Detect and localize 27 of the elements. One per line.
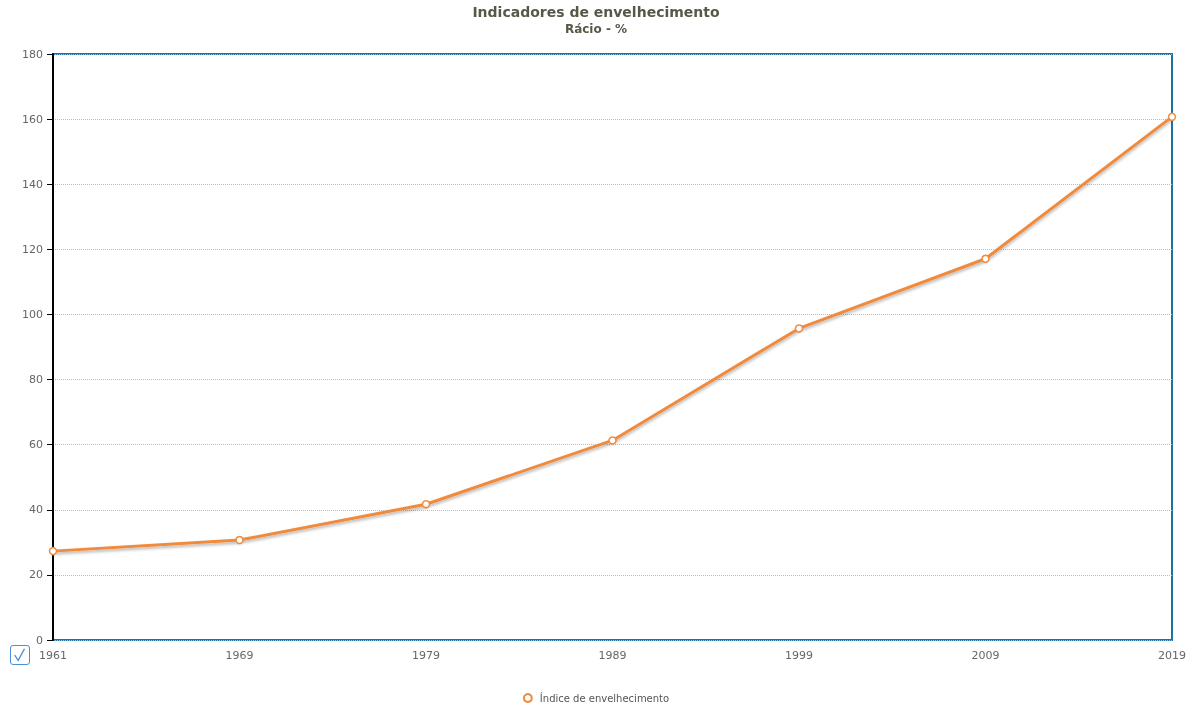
point: [981, 254, 990, 264]
point: [794, 324, 804, 333]
point: [48, 546, 58, 556]
x-tick-label: 1979: [412, 649, 440, 662]
y-tick-label: 140: [22, 177, 43, 191]
legend-label: Índice de envelhecimento: [539, 691, 670, 704]
y-tick-label: 40: [29, 503, 43, 517]
x-tick-label: 1999: [785, 649, 813, 662]
y-tick-label: 80: [29, 373, 43, 387]
y-tick-label: 100: [22, 307, 43, 321]
x-tick-label: 1989: [598, 649, 627, 662]
y-tick-label: 60: [29, 438, 43, 452]
point: [1167, 112, 1177, 122]
point: [235, 535, 244, 545]
x-tick-label: 2009: [971, 649, 1000, 662]
y-tick-label: 160: [22, 112, 43, 126]
y-tick-label: 0: [36, 633, 43, 647]
x-tick-label: 1969: [225, 649, 254, 662]
y-tick-label: 180: [22, 47, 43, 61]
chart-title: Indicadores de envelhecimento: [472, 4, 720, 20]
point: [608, 436, 617, 445]
point: [421, 499, 431, 509]
x-tick-label: 1961: [39, 649, 67, 662]
x-tick-label: 2019: [1158, 649, 1186, 662]
chart-subtitle: Rácio - %: [564, 22, 628, 36]
y-tick-label: 120: [22, 242, 43, 256]
y-tick-label: 20: [29, 568, 43, 582]
